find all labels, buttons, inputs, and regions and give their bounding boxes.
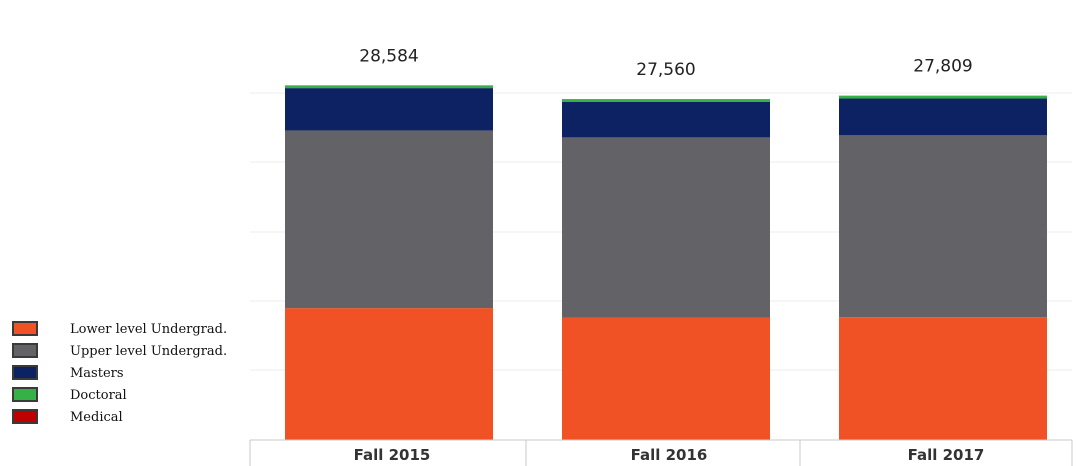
legend-swatch-medical bbox=[12, 409, 38, 424]
legend-label-masters: Masters bbox=[70, 366, 124, 381]
bar-fall-2015-lower-level-undergrad bbox=[285, 308, 493, 440]
bar-fall-2016-masters bbox=[562, 101, 770, 138]
legend-label-medical: Medical bbox=[70, 410, 123, 425]
bar-fall-2015-upper-level-undergrad bbox=[285, 130, 493, 309]
x-axis: Fall 2015 Fall 2016 Fall 2017 bbox=[249, 439, 1073, 466]
bar-fall-2017-upper-level-undergrad bbox=[839, 135, 1047, 318]
total-label-fall-2016: 27,560 bbox=[636, 60, 695, 80]
x-tick-fall-2017: Fall 2017 bbox=[908, 446, 985, 464]
bar-fall-2017-lower-level-undergrad bbox=[839, 317, 1047, 440]
legend-swatch-doctoral bbox=[12, 387, 38, 402]
total-labels: 28,584 27,560 27,809 bbox=[359, 46, 972, 80]
bar-fall-2015-masters bbox=[285, 88, 493, 131]
total-label-fall-2017: 27,809 bbox=[913, 57, 972, 77]
bar-fall-2017-masters bbox=[839, 98, 1047, 136]
legend-label-upper-level-undergrad: Upper level Undergrad. bbox=[70, 344, 227, 359]
bar-fall-2016-doctoral bbox=[562, 99, 770, 102]
x-tick-fall-2015: Fall 2015 bbox=[354, 446, 431, 464]
legend-label-lower-level-undergrad: Lower level Undergrad. bbox=[70, 322, 227, 337]
bar-fall-2016-lower-level-undergrad bbox=[562, 317, 770, 440]
total-label-fall-2015: 28,584 bbox=[359, 46, 418, 66]
x-tick-fall-2016: Fall 2016 bbox=[631, 446, 708, 464]
bar-fall-2017-doctoral bbox=[839, 95, 1047, 99]
bar-fall-2015-doctoral bbox=[285, 85, 493, 89]
legend-swatch-upper-level-undergrad bbox=[12, 343, 38, 358]
legend-swatch-lower-level-undergrad bbox=[12, 321, 38, 336]
legend: Lower level Undergrad. Upper level Underg… bbox=[12, 321, 227, 425]
legend-swatch-masters bbox=[12, 365, 38, 380]
bar-fall-2016-upper-level-undergrad bbox=[562, 137, 770, 318]
bars-layer bbox=[285, 85, 1047, 440]
legend-label-doctoral: Doctoral bbox=[70, 388, 127, 403]
